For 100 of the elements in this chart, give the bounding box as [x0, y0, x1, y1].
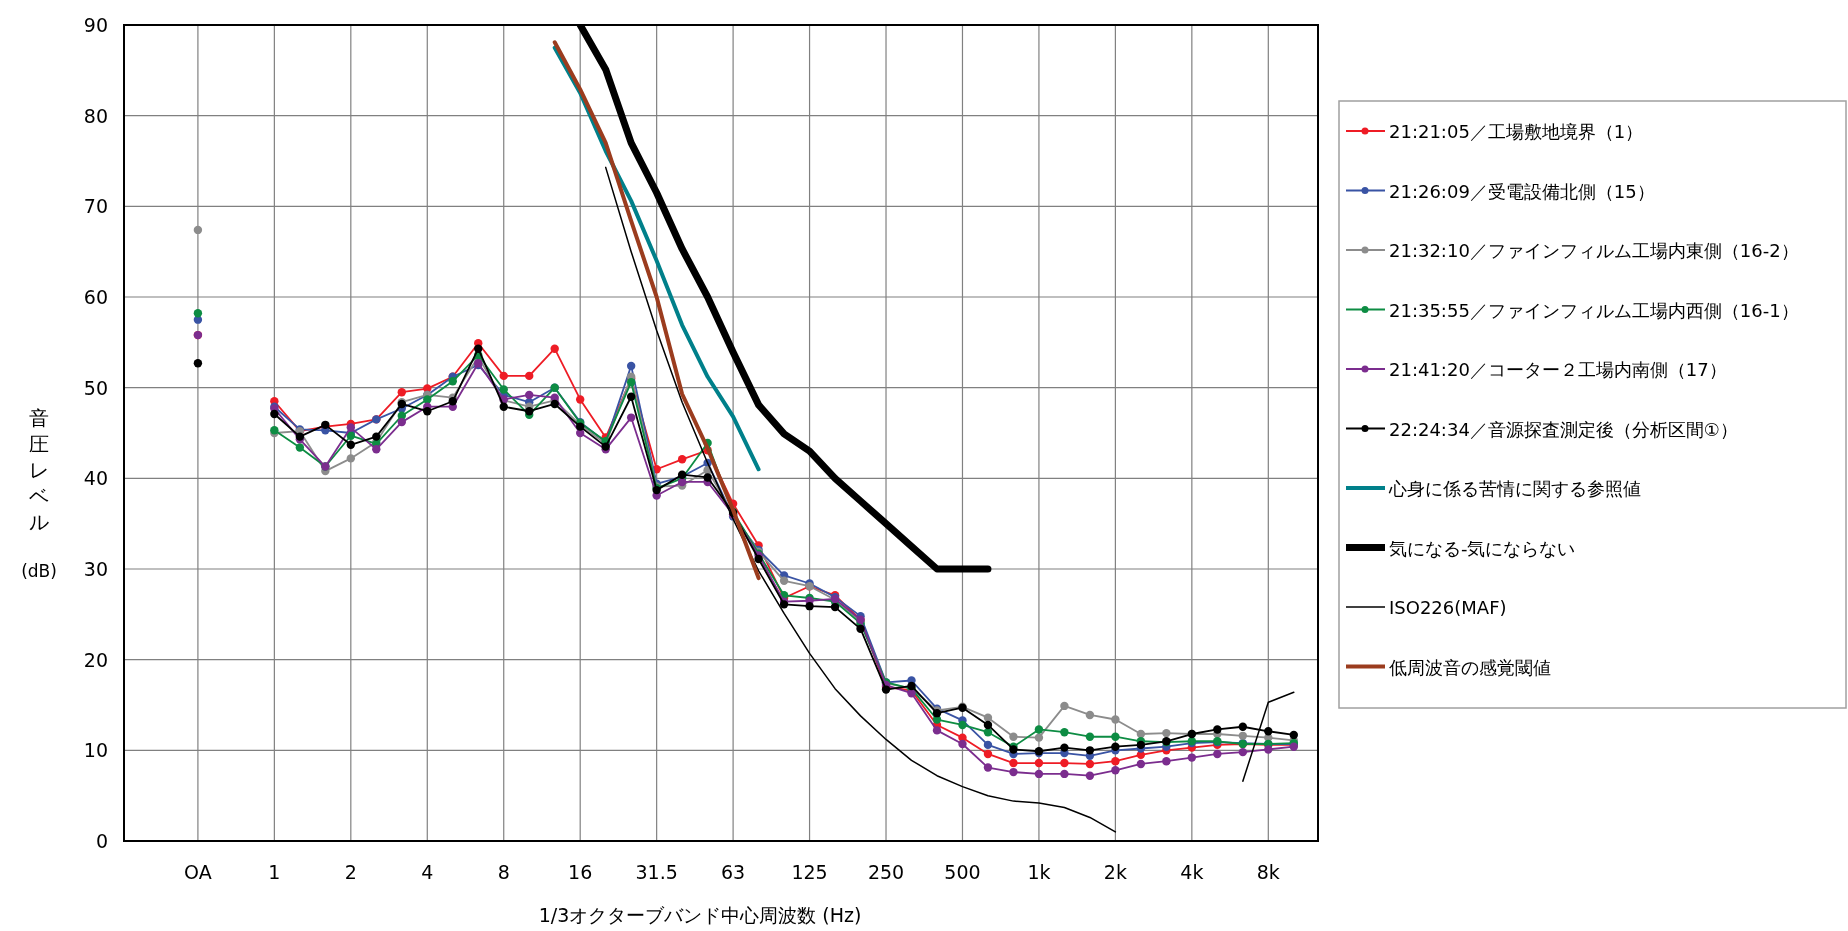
- point: [983, 720, 993, 730]
- point: [448, 397, 457, 406]
- point: [1162, 728, 1171, 738]
- x-tick-label: OA: [184, 861, 212, 883]
- ylabel: 音圧レベル (dB): [21, 406, 57, 581]
- x-tick-label: 31.5: [635, 861, 678, 883]
- legend-label: 21:41:20／コーター２工場内南側（17）: [1389, 359, 1727, 380]
- x-tick-label: 2: [344, 861, 357, 883]
- point: [754, 554, 763, 564]
- legend-label: 気になる-気にならない: [1389, 537, 1576, 559]
- point: [1162, 757, 1171, 766]
- point: [983, 749, 993, 759]
- y-tick-label: 80: [83, 104, 108, 127]
- legend-label: 21:26:09／受電設備北側（15）: [1389, 180, 1655, 202]
- x-tick-label: 125: [791, 861, 828, 883]
- y-tick-label: 60: [83, 286, 108, 308]
- point: [1213, 725, 1222, 734]
- point: [1060, 728, 1069, 737]
- point: [1111, 715, 1120, 724]
- point: [193, 358, 203, 368]
- point: [525, 371, 534, 381]
- point: [295, 443, 305, 452]
- y-tick-label: 40: [83, 467, 108, 490]
- point: [193, 225, 203, 235]
- point: [1213, 749, 1222, 759]
- x-tick-label: 2k: [1103, 861, 1127, 883]
- x-tick-label: 1k: [1027, 861, 1051, 883]
- legend-label: 21:21:05／工場敷地境界（1）: [1389, 121, 1644, 142]
- point: [193, 309, 203, 318]
- point: [1238, 747, 1248, 757]
- y-tick-label: 10: [83, 739, 108, 762]
- point: [346, 440, 356, 449]
- point: [499, 402, 508, 411]
- y-tick-label: 0: [95, 830, 108, 852]
- point: [626, 378, 636, 387]
- point: [550, 344, 559, 353]
- point: [1085, 710, 1095, 720]
- point: [270, 409, 279, 419]
- point: [779, 576, 789, 585]
- legend-label: ISO226(MAF): [1389, 597, 1507, 618]
- point: [1060, 769, 1069, 779]
- point: [805, 601, 814, 611]
- point: [1136, 759, 1146, 769]
- y-tick-label: 90: [83, 14, 108, 36]
- point: [932, 726, 942, 735]
- x-tick-label: 8: [497, 861, 510, 883]
- point: [1060, 758, 1069, 768]
- point: [346, 423, 356, 432]
- point: [677, 455, 687, 464]
- point: [372, 445, 381, 454]
- point: [1034, 758, 1044, 768]
- x-tick-label: 500: [944, 861, 981, 883]
- x-tick-label: 4: [421, 861, 434, 883]
- point: [1060, 701, 1069, 711]
- x-tick-label: 8k: [1256, 861, 1280, 883]
- point: [958, 739, 967, 749]
- point: [448, 377, 457, 386]
- legend-label: 22:24:34／音源探査測定後（分析区間①）: [1389, 418, 1738, 440]
- y-tick-label: 50: [83, 376, 108, 399]
- point: [1264, 727, 1273, 736]
- point: [1289, 730, 1298, 740]
- legend-label: 21:32:10／ファインフィルム工場内東側（16-2）: [1389, 240, 1799, 261]
- x-tick-label: 4k: [1180, 861, 1204, 883]
- point: [1085, 732, 1095, 741]
- y-tick-label: 30: [83, 558, 108, 580]
- y-tick-label: 20: [83, 648, 108, 671]
- point: [1060, 743, 1069, 752]
- y-tick-label: 70: [83, 195, 108, 218]
- point: [1034, 725, 1044, 734]
- point: [474, 344, 483, 353]
- point: [703, 473, 712, 482]
- legend-label: 低周波音の感覚閾値: [1389, 656, 1551, 678]
- x-tick-label: 16: [568, 861, 593, 883]
- point: [397, 388, 406, 397]
- point: [1238, 731, 1248, 741]
- x-axis-title: 1/3オクターブバンド中心周波数 (Hz): [538, 904, 862, 926]
- point: [1238, 722, 1248, 731]
- point: [1187, 753, 1197, 762]
- x-tick-label: 250: [867, 861, 905, 883]
- point: [423, 407, 432, 416]
- point: [397, 417, 406, 427]
- point: [525, 390, 534, 400]
- point: [983, 713, 993, 722]
- x-tick-label: 63: [721, 861, 746, 883]
- point: [856, 624, 865, 634]
- point: [1111, 766, 1120, 775]
- legend-label: 心身に係る苦情に関する参照値: [1388, 478, 1641, 499]
- point: [1111, 757, 1120, 766]
- point: [372, 432, 381, 441]
- point: [525, 407, 534, 416]
- point: [1034, 769, 1044, 779]
- point: [499, 371, 508, 381]
- point: [1009, 732, 1018, 741]
- point: [1009, 767, 1018, 777]
- point: [1111, 732, 1120, 741]
- point: [626, 392, 636, 401]
- x-tick-label: 1: [268, 861, 281, 883]
- point: [1009, 758, 1018, 768]
- point: [1034, 733, 1044, 742]
- legend-label: 21:35:55／ファインフィルム工場内西側（16-1）: [1389, 299, 1799, 321]
